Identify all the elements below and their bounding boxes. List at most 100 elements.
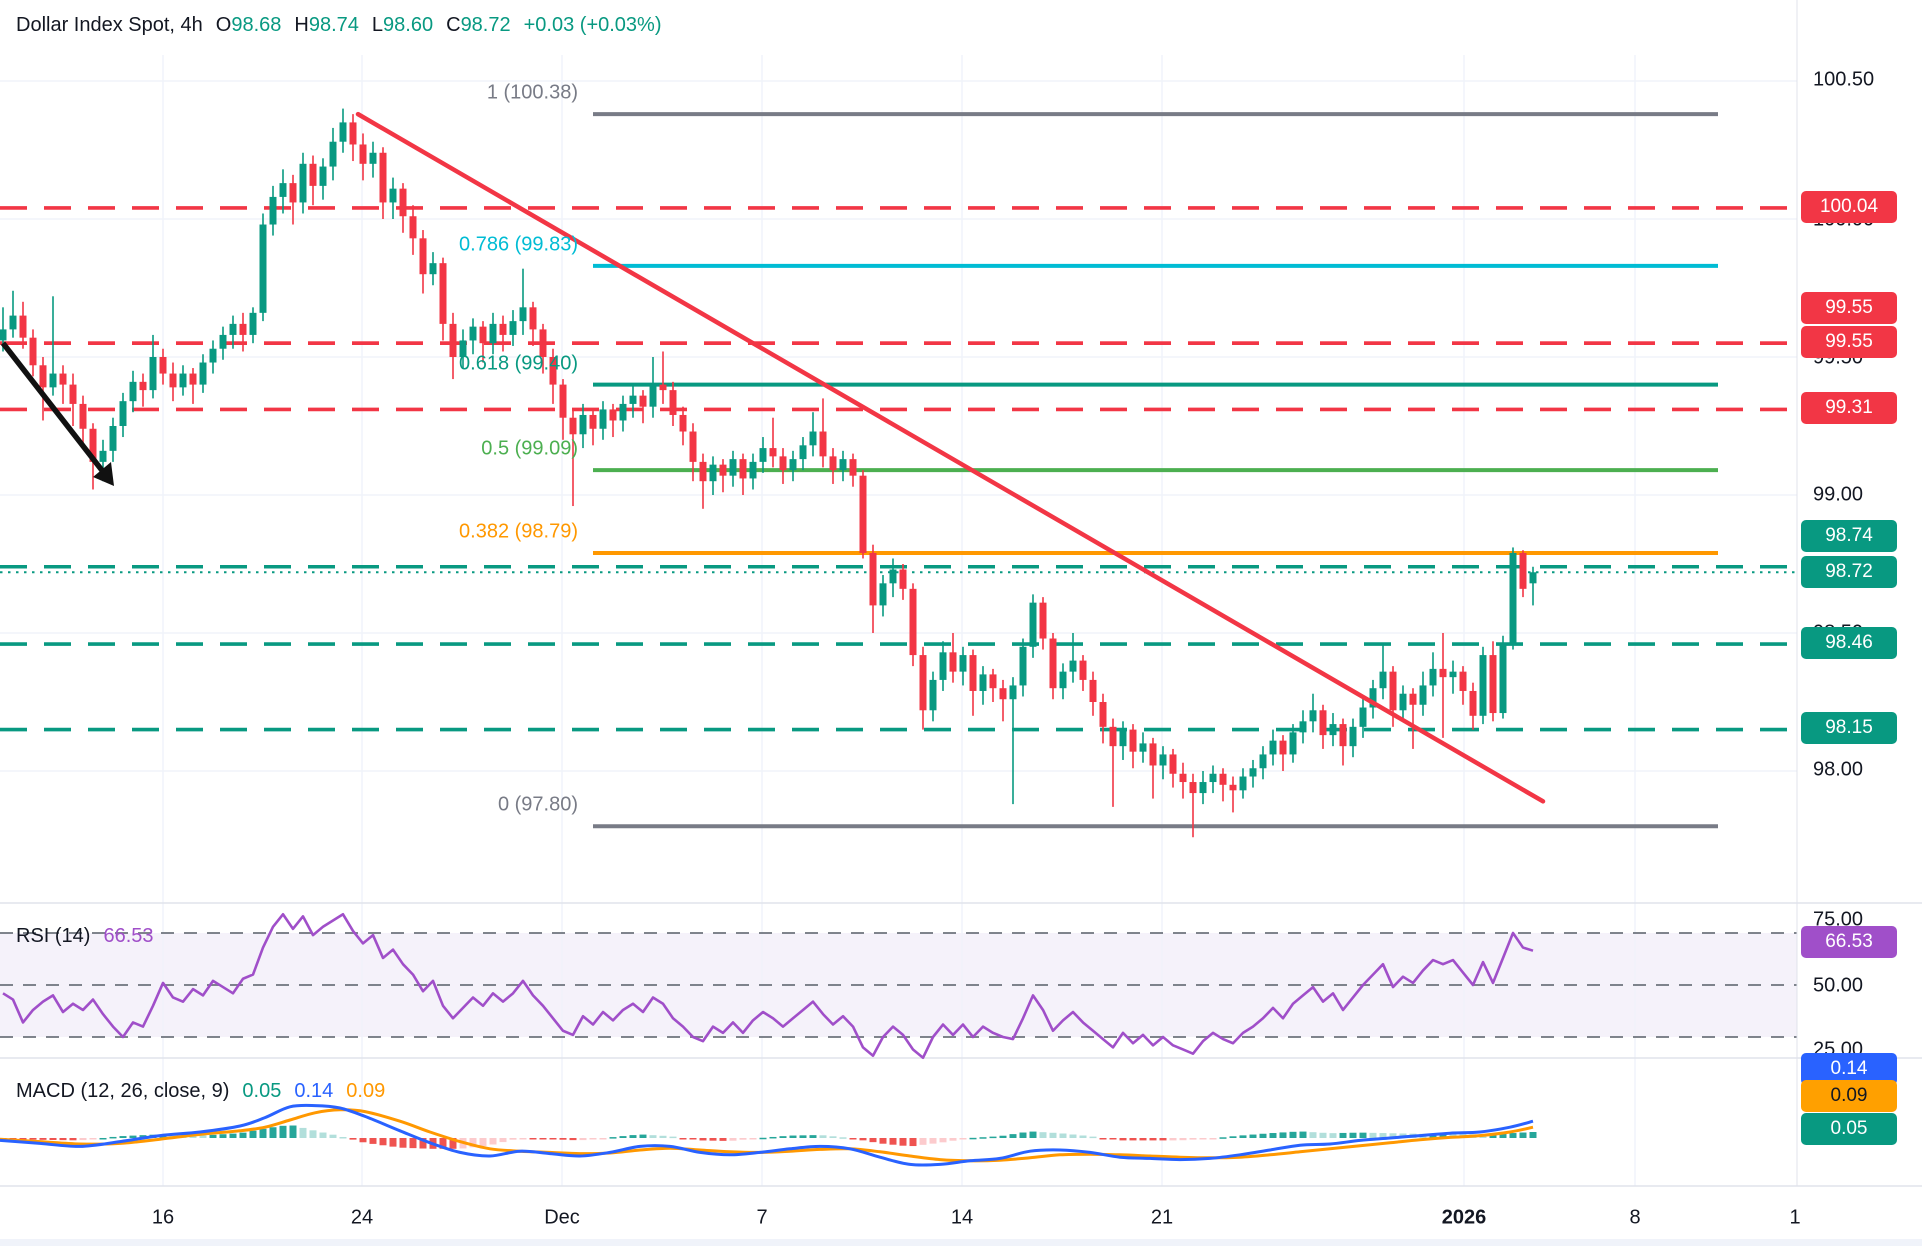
macd-histogram-bar <box>749 1138 757 1140</box>
candlestick <box>239 323 247 335</box>
fib-label-0[interactable]: 0 (97.80) <box>497 793 578 816</box>
fib-label-0.786[interactable]: 0.786 (99.83) <box>459 233 578 256</box>
macd-histogram-bar <box>819 1135 827 1138</box>
time-axis-strip <box>0 1239 1922 1246</box>
macd-title[interactable]: MACD (12, 26, close, 9) <box>16 1080 230 1102</box>
macd-histogram-bar <box>1439 1133 1447 1138</box>
candlestick <box>879 583 887 606</box>
time-axis-label-8: 8 <box>1629 1206 1641 1229</box>
macd-histogram-bar <box>899 1138 907 1146</box>
ohlc-close: C98.72 <box>446 14 511 36</box>
candlestick <box>1089 679 1097 702</box>
macd-histogram-bar <box>709 1138 717 1141</box>
macd-histogram-bar <box>379 1138 387 1146</box>
axis-badge-99.55: 99.55 <box>1801 292 1897 324</box>
macd-histogram-bar <box>859 1138 867 1141</box>
macd-hist-value: 0.05 <box>242 1080 282 1102</box>
candlestick <box>939 652 947 680</box>
price-axis-label: 50.00 <box>1813 974 1864 997</box>
candlestick <box>919 655 927 711</box>
macd-histogram-bar <box>1239 1135 1247 1138</box>
macd-histogram-bar <box>339 1136 347 1139</box>
macd-histogram-bar <box>1369 1132 1377 1138</box>
macd-histogram-bar <box>129 1135 137 1138</box>
macd-histogram-bar <box>279 1125 287 1138</box>
candlestick <box>299 163 307 203</box>
macd-histogram-bar <box>419 1138 427 1149</box>
candlestick <box>179 373 187 388</box>
macd-histogram-bar <box>329 1134 337 1138</box>
candlestick <box>1309 710 1317 722</box>
macd-histogram-bar <box>199 1135 207 1138</box>
fib-label-0.382[interactable]: 0.382 (98.79) <box>459 520 578 543</box>
candlestick <box>549 357 557 385</box>
candlestick <box>1029 602 1037 647</box>
time-axis-label-7: 7 <box>756 1206 768 1229</box>
candlestick <box>1349 726 1357 747</box>
candlestick <box>589 414 597 429</box>
price-change: +0.03 (+0.03%) <box>523 14 662 36</box>
time-axis-label-24: 24 <box>350 1206 374 1229</box>
macd-histogram-bar <box>929 1138 937 1144</box>
candlestick <box>869 552 877 606</box>
fib-label-0.5[interactable]: 0.5 (99.09) <box>481 437 578 460</box>
candlestick <box>629 395 637 404</box>
macd-histogram-bar <box>249 1130 257 1138</box>
candlestick <box>1119 729 1127 747</box>
macd-histogram-bar <box>1339 1132 1347 1138</box>
candlestick <box>1109 726 1117 747</box>
candlestick <box>99 450 107 462</box>
candlestick <box>1009 685 1017 700</box>
macd-histogram-bar <box>1149 1138 1157 1141</box>
macd-histogram-bar <box>589 1138 597 1140</box>
macd-histogram-bar <box>1229 1136 1237 1138</box>
fib-label-1[interactable]: 1 (100.38) <box>486 81 578 104</box>
candlestick <box>1329 724 1337 736</box>
candlestick <box>429 263 437 275</box>
candlestick <box>1489 655 1497 714</box>
candlestick <box>799 445 807 460</box>
candlestick <box>769 448 777 457</box>
candlestick <box>229 323 237 335</box>
macd-histogram-bar <box>1059 1133 1067 1138</box>
macd-histogram-bar <box>79 1138 87 1141</box>
macd-line <box>0 1103 1534 1167</box>
arrow-drawing[interactable] <box>0 341 107 475</box>
macd-histogram-bar <box>629 1135 637 1138</box>
macd-histogram-bar <box>1359 1132 1367 1138</box>
macd-histogram-bar <box>1519 1132 1527 1138</box>
axis-badge-98.72: 98.72 <box>1801 556 1897 588</box>
price-scale[interactable] <box>1797 0 1922 1186</box>
fib-label-0.618[interactable]: 0.618 (99.40) <box>459 352 578 375</box>
candlestick <box>1239 776 1247 791</box>
candlestick <box>19 315 27 338</box>
macd-histogram-bar <box>619 1136 627 1138</box>
candlestick <box>419 238 427 275</box>
candlestick <box>1229 784 1237 791</box>
rsi-title[interactable]: RSI (14) <box>16 925 91 947</box>
candlestick <box>669 390 677 415</box>
macd-histogram-bar <box>829 1136 837 1138</box>
macd-histogram-bar <box>209 1134 217 1138</box>
macd-histogram-bar <box>479 1138 487 1147</box>
macd-histogram-bar <box>69 1138 77 1141</box>
candlestick <box>1199 782 1207 794</box>
candlestick <box>789 459 797 471</box>
candlestick <box>729 459 737 476</box>
chart-legend: Dollar Index Spot, 4h O98.68 H98.74 L98.… <box>16 14 662 37</box>
macd-histogram-bar <box>1089 1136 1097 1139</box>
candlestick <box>579 414 587 435</box>
symbol-title[interactable]: Dollar Index Spot, 4h <box>16 14 203 36</box>
macd-histogram-bar <box>469 1138 477 1148</box>
macd-histogram-bar <box>309 1130 317 1138</box>
axis-badge-98.46: 98.46 <box>1801 627 1897 659</box>
macd-histogram-bar <box>489 1138 497 1145</box>
macd-histogram-bar <box>299 1127 307 1138</box>
macd-histogram-bar <box>1099 1138 1107 1140</box>
candlestick <box>639 395 647 407</box>
trendline-drawing[interactable] <box>355 111 1546 804</box>
macd-histogram-bar <box>509 1138 517 1140</box>
macd-histogram-bar <box>969 1137 977 1140</box>
